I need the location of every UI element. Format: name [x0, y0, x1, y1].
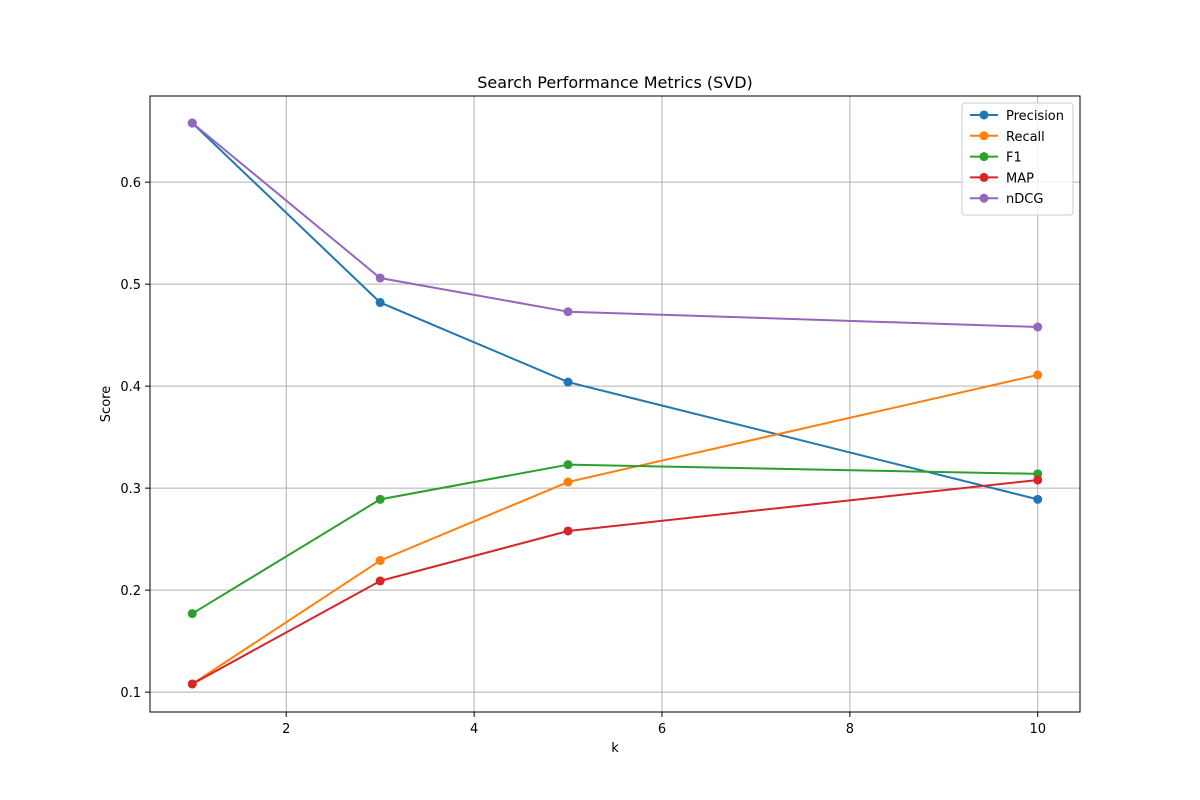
series-line-precision	[191, 122, 1038, 501]
legend-marker-ndcg	[979, 193, 989, 203]
y-axis-label: Score	[99, 386, 114, 422]
legend-item-map: MAP	[970, 171, 1034, 186]
grid	[150, 96, 1080, 712]
y-tick-label: 0.3	[120, 482, 141, 497]
y-tick-label: 0.2	[120, 584, 141, 599]
y-tick-label: 0.6	[120, 176, 141, 191]
series-line-recall	[191, 373, 1038, 685]
data-point-f1	[563, 460, 573, 470]
x-tick-label: 4	[470, 722, 478, 737]
data-point-precision	[1033, 494, 1043, 504]
legend-label-precision: Precision	[1006, 109, 1064, 124]
series-layer	[187, 118, 1043, 689]
x-tick-label: 10	[1029, 722, 1046, 737]
data-point-recall	[1033, 370, 1043, 380]
data-point-map	[375, 576, 385, 586]
axis-ticks: 2 4 6 8 10 0.1 0.2 0.3 0.4 0.5 0.6	[120, 176, 1046, 737]
chart-title: Search Performance Metrics (SVD)	[477, 73, 753, 92]
legend-label-recall: Recall	[1006, 130, 1045, 145]
x-tick-label: 8	[846, 722, 854, 737]
data-point-ndcg	[375, 273, 385, 283]
data-point-f1	[187, 609, 197, 619]
data-point-ndcg	[563, 307, 573, 317]
legend-label-f1: F1	[1006, 151, 1022, 166]
series-line-f1	[191, 463, 1038, 615]
data-point-precision	[375, 298, 385, 308]
series-line-ndcg	[191, 122, 1038, 328]
series-ndcg	[187, 118, 1043, 332]
legend-item-ndcg: nDCG	[970, 192, 1043, 207]
data-point-f1	[375, 494, 385, 504]
legend-marker-map	[979, 172, 989, 182]
x-tick-label: 6	[658, 722, 666, 737]
legend-marker-recall	[979, 131, 989, 141]
data-point-recall	[375, 556, 385, 566]
series-line-map	[191, 478, 1038, 685]
data-point-map	[563, 526, 573, 536]
y-tick-label: 0.5	[120, 278, 141, 293]
legend-item-f1: F1	[970, 151, 1022, 166]
x-axis-label: k	[611, 741, 619, 756]
y-tick-label: 0.1	[120, 686, 141, 701]
legend-label-ndcg: nDCG	[1006, 192, 1043, 207]
series-map	[187, 475, 1043, 689]
legend-marker-f1	[979, 152, 989, 162]
legend-marker-precision	[979, 110, 989, 120]
y-tick-label: 0.4	[120, 380, 141, 395]
data-point-map	[1033, 475, 1043, 485]
x-tick-label: 2	[282, 722, 290, 737]
data-point-map	[187, 679, 197, 689]
legend-item-precision: Precision	[970, 109, 1064, 124]
data-point-ndcg	[1033, 322, 1043, 332]
legend-item-recall: Recall	[970, 130, 1045, 145]
data-point-precision	[563, 377, 573, 387]
plot-frame	[149, 95, 1081, 713]
legend: Precision Recall F1 MAP nDCG	[961, 102, 1074, 216]
legend-box	[961, 102, 1074, 216]
legend-label-map: MAP	[1006, 171, 1034, 186]
data-point-recall	[563, 477, 573, 487]
data-point-ndcg	[187, 118, 197, 128]
